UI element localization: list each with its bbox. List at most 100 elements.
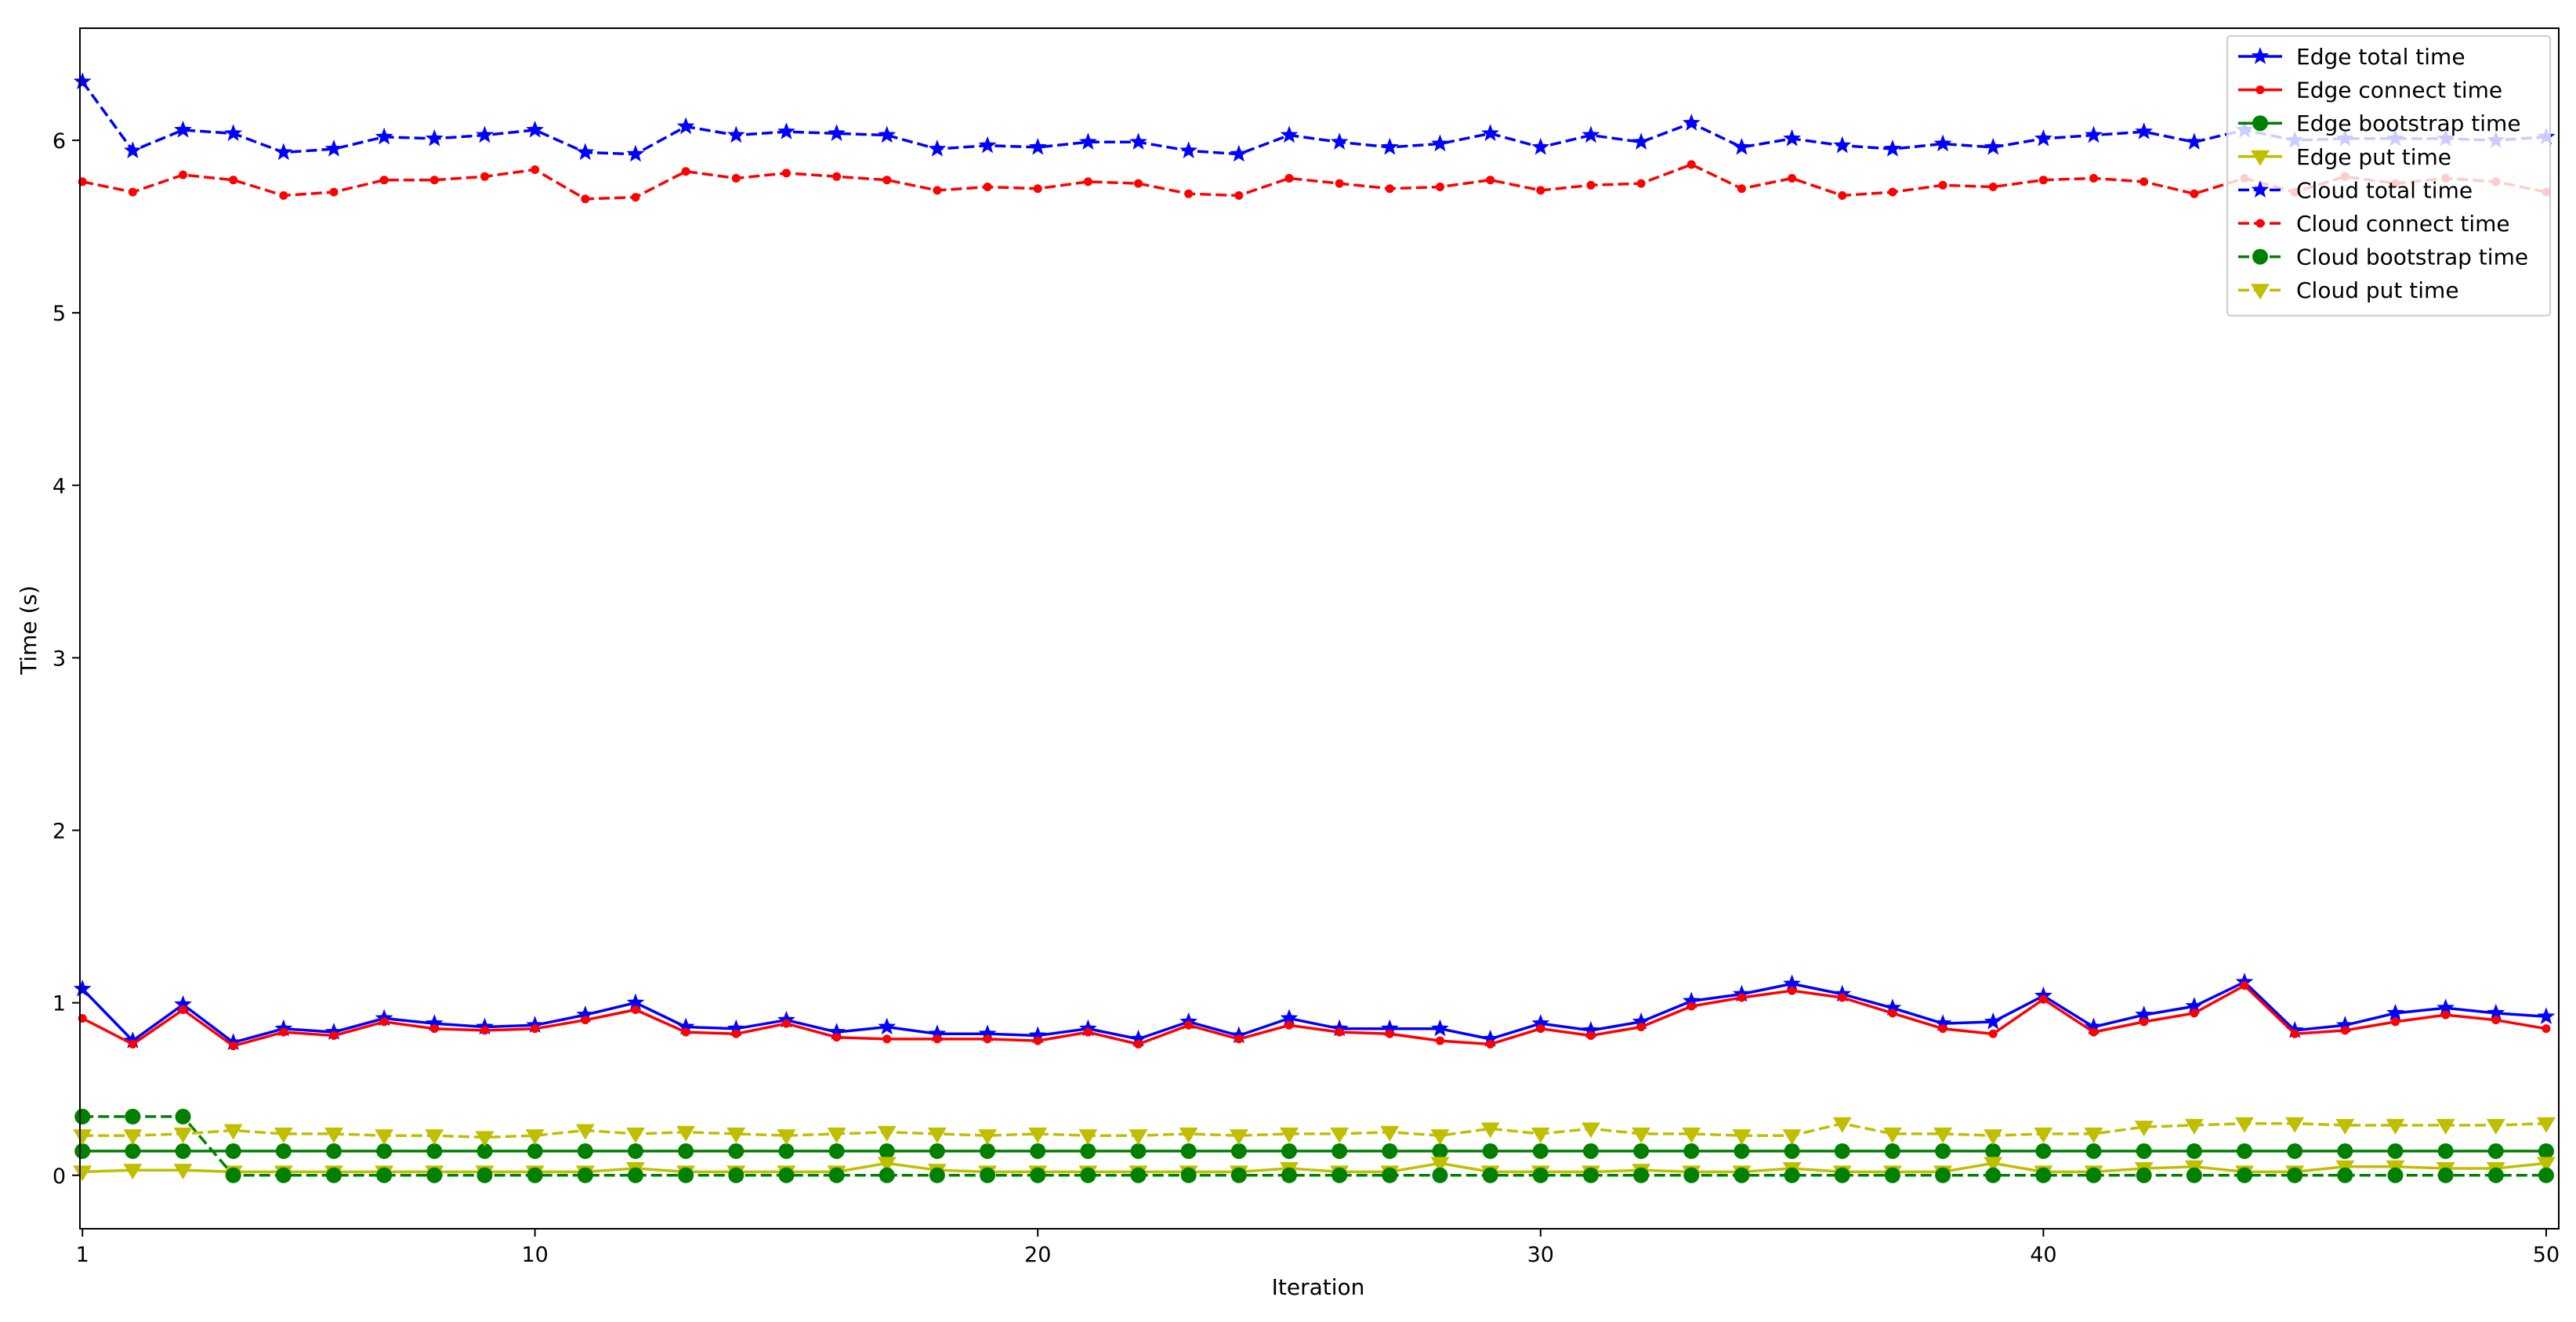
y-tick-label: 6	[53, 129, 66, 154]
data-point-cloud-put-time	[2285, 1117, 2305, 1133]
data-point-cloud-total-time	[576, 143, 595, 161]
data-point-cloud-put-time	[777, 1129, 796, 1146]
data-point-cloud-put-time	[123, 1129, 143, 1146]
legend-entry-edge-connect-time: Edge connect time	[2238, 78, 2502, 103]
data-point-edge-connect-time	[1033, 1036, 1042, 1045]
data-point-edge-connect-time	[1838, 993, 1847, 1002]
legend-label: Edge bootstrap time	[2296, 110, 2521, 136]
data-point-edge-connect-time	[1184, 1020, 1194, 1030]
data-point-cloud-connect-time	[1788, 174, 1797, 183]
data-point-edge-total-time	[878, 1017, 897, 1035]
data-point-edge-total-time	[1179, 1012, 1198, 1030]
data-point-edge-bootstrap-time	[2437, 1143, 2454, 1159]
data-point-cloud-bootstrap-time	[728, 1167, 745, 1183]
series-line-cloud-put-time	[82, 1121, 2547, 1139]
y-tick-label: 5	[53, 302, 66, 326]
data-point-cloud-total-time	[1531, 137, 1550, 155]
data-point-edge-put-time	[1430, 1157, 1450, 1173]
data-point-cloud-total-time	[1481, 124, 1500, 141]
data-point-cloud-put-time	[1531, 1127, 1550, 1143]
data-point-cloud-put-time	[676, 1125, 696, 1142]
data-point-edge-bootstrap-time	[1432, 1143, 1448, 1159]
data-point-edge-connect-time	[933, 1034, 942, 1044]
data-point-cloud-total-time	[2185, 132, 2204, 150]
y-tick-label: 4	[53, 474, 66, 498]
data-point-cloud-bootstrap-time	[1884, 1167, 1900, 1183]
data-point-cloud-put-time	[2134, 1121, 2154, 1137]
data-point-cloud-total-time	[726, 125, 745, 143]
data-point-edge-connect-time	[1636, 1022, 1646, 1031]
data-point-edge-total-time	[1230, 1026, 1248, 1044]
legend-entry-edge-put-time: Edge put time	[2238, 144, 2451, 170]
data-point-edge-bootstrap-time	[879, 1143, 895, 1159]
data-point-edge-connect-time	[1988, 1029, 1998, 1038]
data-point-cloud-put-time	[1129, 1129, 1148, 1146]
data-point-edge-bootstrap-time	[1130, 1143, 1147, 1159]
data-point-cloud-connect-time	[429, 176, 439, 185]
data-point-edge-total-time	[1632, 1012, 1650, 1030]
data-point-cloud-put-time	[1179, 1127, 1198, 1143]
legend-marker	[2251, 180, 2270, 198]
data-point-cloud-connect-time	[581, 194, 590, 204]
data-point-edge-total-time	[1833, 984, 1852, 1002]
data-point-edge-total-time	[777, 1010, 795, 1028]
data-point-cloud-total-time	[1079, 132, 1097, 150]
data-point-edge-connect-time	[279, 1027, 288, 1037]
data-point-edge-total-time	[1682, 991, 1701, 1009]
legend-marker	[2251, 47, 2270, 64]
axes: 1 10 20 30 40 50 0 1 2 3 4 5 6	[53, 27, 2560, 1267]
data-point-edge-connect-time	[2441, 1010, 2451, 1020]
series-edge-total-time	[73, 972, 2556, 1050]
legend-entry-cloud-bootstrap-time: Cloud bootstrap time	[2238, 244, 2528, 270]
data-point-edge-total-time	[2185, 997, 2204, 1014]
data-point-edge-bootstrap-time	[1482, 1143, 1498, 1159]
data-point-edge-connect-time	[681, 1027, 690, 1037]
data-point-cloud-connect-time	[1335, 179, 1344, 188]
data-point-edge-connect-time	[1788, 986, 1797, 995]
legend-label: Cloud put time	[2296, 277, 2459, 303]
data-point-cloud-bootstrap-time	[2387, 1167, 2404, 1183]
y-axis-title: Time (s)	[16, 585, 42, 675]
legend-label: Cloud bootstrap time	[2296, 244, 2528, 270]
data-point-edge-connect-time	[882, 1034, 892, 1044]
data-point-cloud-put-time	[1984, 1129, 2003, 1146]
x-tick-label: 50	[2533, 1243, 2560, 1267]
data-point-edge-connect-time	[1938, 1024, 1947, 1034]
legend-label: Edge put time	[2296, 144, 2451, 170]
data-point-cloud-bootstrap-time	[1130, 1167, 1147, 1183]
data-point-edge-bootstrap-time	[1180, 1143, 1197, 1159]
legend-entry-edge-bootstrap-time: Edge bootstrap time	[2238, 110, 2521, 136]
data-point-edge-connect-time	[1687, 1001, 1696, 1011]
data-point-cloud-connect-time	[1838, 191, 1847, 201]
data-point-edge-bootstrap-time	[1734, 1143, 1750, 1159]
data-point-cloud-connect-time	[781, 168, 791, 178]
data-point-cloud-total-time	[828, 124, 846, 141]
data-point-edge-put-time	[123, 1164, 143, 1180]
data-point-cloud-put-time	[1280, 1127, 1299, 1143]
data-point-edge-bootstrap-time	[1582, 1143, 1599, 1159]
data-point-cloud-put-time	[726, 1127, 746, 1143]
data-point-cloud-bootstrap-time	[1230, 1167, 1247, 1183]
data-point-edge-total-time	[928, 1024, 947, 1041]
data-point-cloud-put-time	[2436, 1118, 2455, 1135]
data-point-edge-connect-time	[229, 1041, 238, 1051]
data-point-cloud-total-time	[425, 129, 444, 147]
data-point-edge-total-time	[1280, 1009, 1299, 1027]
data-point-edge-total-time	[73, 980, 92, 997]
data-point-edge-connect-time	[1888, 1009, 1897, 1018]
data-point-cloud-total-time	[1933, 134, 1952, 152]
data-point-cloud-bootstrap-time	[2538, 1167, 2554, 1183]
data-point-cloud-put-time	[2235, 1117, 2255, 1133]
data-point-edge-bootstrap-time	[1633, 1143, 1650, 1159]
data-point-edge-bootstrap-time	[1030, 1143, 1046, 1159]
data-point-cloud-total-time	[1883, 139, 1902, 157]
data-point-edge-bootstrap-time	[980, 1143, 996, 1159]
data-point-cloud-bootstrap-time	[325, 1167, 342, 1183]
data-point-cloud-put-time	[375, 1129, 394, 1146]
data-point-edge-total-time	[1028, 1026, 1047, 1044]
data-point-edge-total-time	[174, 994, 192, 1012]
data-point-edge-total-time	[978, 1024, 997, 1041]
data-point-edge-bootstrap-time	[828, 1143, 845, 1159]
data-point-cloud-total-time	[1682, 114, 1701, 131]
data-point-cloud-put-time	[1632, 1127, 1651, 1143]
